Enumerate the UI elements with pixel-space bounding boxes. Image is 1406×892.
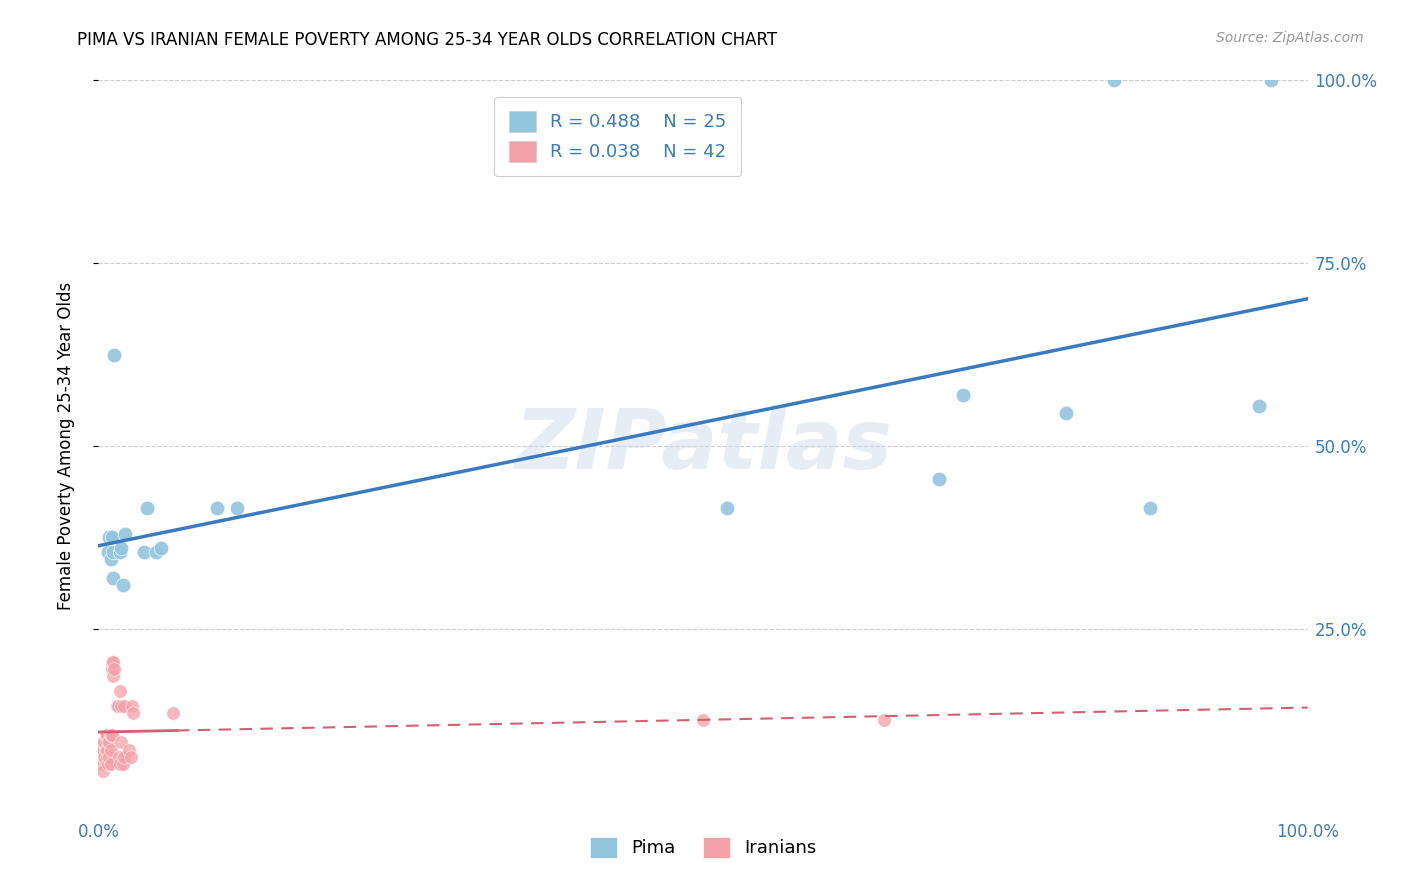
Point <box>100 728 122 742</box>
Point <box>98 735 121 749</box>
Point <box>112 698 135 713</box>
Point <box>112 749 135 764</box>
Point <box>94 742 117 756</box>
Point <box>1260 73 1282 87</box>
Point <box>103 347 125 362</box>
Point <box>1054 406 1077 420</box>
Point <box>101 545 124 559</box>
Point <box>90 742 112 756</box>
Point <box>928 472 950 486</box>
Point <box>91 742 114 756</box>
Point <box>114 526 136 541</box>
Point <box>101 669 124 683</box>
Point <box>97 757 120 772</box>
Point <box>716 501 738 516</box>
Point <box>118 742 141 756</box>
Point <box>98 530 121 544</box>
Point <box>134 545 156 559</box>
Point <box>107 698 129 713</box>
Point <box>1139 501 1161 516</box>
Point <box>93 749 115 764</box>
Legend: Pima, Iranians: Pima, Iranians <box>582 830 824 865</box>
Point <box>150 541 173 556</box>
Point <box>91 735 114 749</box>
Point <box>873 714 896 728</box>
Point <box>94 728 117 742</box>
Point <box>1102 73 1125 87</box>
Point <box>96 749 118 764</box>
Point <box>100 530 122 544</box>
Text: PIMA VS IRANIAN FEMALE POVERTY AMONG 25-34 YEAR OLDS CORRELATION CHART: PIMA VS IRANIAN FEMALE POVERTY AMONG 25-… <box>77 31 778 49</box>
Point <box>110 541 132 556</box>
Point <box>692 714 714 728</box>
Point <box>110 698 132 713</box>
Point <box>96 742 118 756</box>
Point <box>97 545 120 559</box>
Point <box>101 571 124 585</box>
Text: ZIPatlas: ZIPatlas <box>515 406 891 486</box>
Point <box>1249 399 1271 413</box>
Point <box>100 552 122 566</box>
Point <box>108 757 131 772</box>
Point <box>105 698 128 713</box>
Point <box>135 501 157 516</box>
Point <box>93 735 115 749</box>
Point <box>97 735 120 749</box>
Point <box>110 735 132 749</box>
Text: Source: ZipAtlas.com: Source: ZipAtlas.com <box>1216 31 1364 45</box>
Point <box>98 749 121 764</box>
Point <box>100 662 122 676</box>
Point <box>121 698 143 713</box>
Point <box>100 728 122 742</box>
Point <box>108 684 131 698</box>
Point <box>100 757 122 772</box>
Point <box>162 706 184 720</box>
Point <box>145 545 167 559</box>
Point <box>101 655 124 669</box>
Point <box>100 742 122 756</box>
Point <box>111 757 134 772</box>
Point <box>108 749 131 764</box>
Point <box>96 728 118 742</box>
Point <box>103 662 125 676</box>
Point <box>205 501 228 516</box>
Point <box>91 764 114 779</box>
Point <box>122 706 145 720</box>
Point <box>952 388 974 402</box>
Point <box>100 655 122 669</box>
Y-axis label: Female Poverty Among 25-34 Year Olds: Female Poverty Among 25-34 Year Olds <box>56 282 75 610</box>
Point <box>111 578 134 592</box>
Point <box>91 757 114 772</box>
Point <box>108 545 131 559</box>
Point <box>226 501 249 516</box>
Point <box>120 749 142 764</box>
